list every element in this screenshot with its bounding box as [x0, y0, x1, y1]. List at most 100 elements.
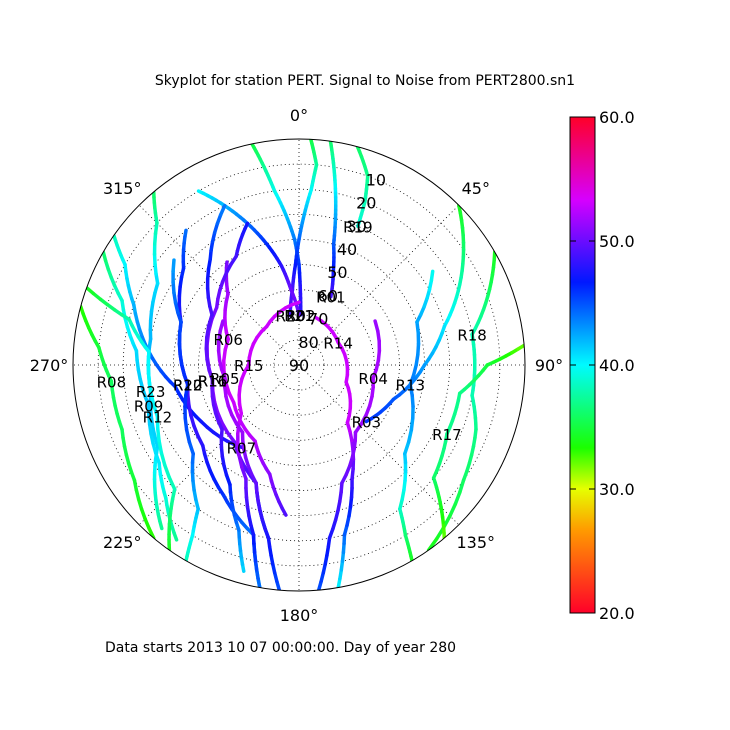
azimuth-label: 225°: [103, 533, 142, 552]
sat-label-r12: R12: [143, 409, 173, 427]
plot-boundary: [72, 138, 526, 592]
track-segment-r22: [187, 403, 193, 418]
track-segment-r10: [171, 258, 176, 274]
elevation-label: 60: [318, 286, 338, 305]
elevation-label: 30: [346, 217, 366, 236]
track-segment-r10: [177, 320, 183, 335]
track-segment-r10: [183, 416, 189, 432]
track-segment-r15: [240, 465, 248, 481]
sat-label-r05: R05: [210, 370, 240, 388]
track-segment-r13: [414, 352, 420, 367]
track-segment-r08: [147, 526, 156, 540]
colorbar-label: 60.0: [599, 108, 635, 127]
azimuth-labels: 0° 45° 90° 135° 180° 225° 270° 315°: [30, 106, 563, 625]
sat-label-r20: R20: [276, 308, 306, 326]
satellite-tracks: [78, 139, 525, 591]
track-segment-r11: [206, 313, 214, 328]
track-segment-r11: [218, 203, 227, 217]
sat-label-r03: R03: [352, 413, 382, 431]
track-segment-r06: [280, 506, 288, 517]
track-segment-r22: [196, 434, 205, 448]
track-segment-r23: [153, 221, 159, 236]
track-segment-r11: [205, 324, 211, 340]
track-segment-r16: [215, 410, 224, 425]
track-segment-r15: [236, 442, 241, 458]
track-segment-r13: [406, 428, 414, 444]
track-segment-r10: [178, 352, 184, 367]
track-segment-r12: [167, 475, 177, 492]
elevation-label: 80: [298, 333, 318, 352]
track-segment-r14: [314, 316, 323, 323]
colorbar-label: 40.0: [599, 356, 635, 375]
track-segment-r05: [218, 319, 225, 333]
track-segment-r12: [149, 393, 156, 408]
sat-label-r10: R10: [173, 377, 203, 395]
track-segment-r06: [222, 348, 227, 363]
sat-label-r21: R21: [284, 307, 314, 325]
track-segment-r13: [408, 382, 414, 398]
sat-label-r22: R22: [173, 377, 203, 395]
azimuth-label: 270°: [30, 356, 69, 375]
track-segment-r22: [192, 423, 200, 438]
sat-label-r02: R02: [286, 307, 316, 325]
elevation-ring: [273, 339, 325, 391]
sat-label-r18: R18: [457, 326, 487, 344]
elevation-label: 20: [356, 194, 376, 213]
sat-label-r13: R13: [396, 377, 426, 395]
elevation-label: 10: [366, 170, 386, 189]
azimuth-label: 315°: [103, 179, 142, 198]
track-segment-r10: [183, 393, 188, 409]
sat-label-r14: R14: [323, 334, 353, 352]
sat-label-r17: R17: [432, 426, 462, 444]
track-segment-r03: [364, 416, 373, 424]
elevation-label: 70: [308, 310, 328, 329]
azimuth-spoke: [138, 204, 300, 366]
chart-footer: Data starts 2013 10 07 00:00:00. Day of …: [105, 640, 456, 656]
track-segment-r12: [84, 285, 96, 296]
track-segment-r13: [416, 342, 421, 357]
sat-label-r11: R11: [198, 372, 228, 390]
track-segment-r13: [409, 416, 415, 432]
sat-label-r06: R06: [213, 331, 243, 349]
azimuth-label: 90°: [535, 356, 563, 375]
sat-label-r16: R16: [198, 372, 228, 390]
track-segment-r06: [227, 391, 236, 405]
satellite-labels: R19R02R01R20R21R03R18R07R08R06R22R16R15R…: [97, 218, 487, 457]
elevation-label: 90: [289, 356, 309, 375]
colorbar-label: 30.0: [599, 480, 635, 499]
track-segment-r04: [373, 319, 380, 333]
track-segment-r18: [453, 490, 462, 506]
azimuth-spoke: [298, 204, 460, 366]
sat-label-r09: R09: [134, 397, 164, 415]
track-segment-r11: [205, 357, 211, 372]
elevation-label: 40: [337, 240, 357, 259]
track-segment-r11: [207, 368, 215, 383]
track-segment-r18: [458, 478, 466, 494]
track-segment-r21: [296, 308, 301, 317]
track-segment-r12: [159, 450, 167, 467]
track-segment-r12: [152, 404, 160, 419]
track-segment-r01: [329, 290, 334, 299]
elevation-ring: [147, 213, 451, 517]
azimuth-label: 180°: [280, 606, 319, 625]
sat-label-r15: R15: [234, 357, 264, 375]
track-segment-r18: [426, 537, 439, 552]
track-segment-r09: [101, 250, 108, 263]
sat-label-r23: R23: [136, 383, 166, 401]
sat-label-r19: R19: [343, 218, 373, 236]
elevation-label: 50: [327, 263, 347, 282]
track-segment-r13: [410, 393, 415, 409]
track-segment-r12: [157, 438, 164, 455]
track-segment-r12: [162, 463, 171, 479]
track-segment-r10: [184, 382, 190, 398]
azimuth-spoke: [298, 364, 460, 526]
track-segment-r10: [177, 342, 182, 357]
track-segment-r19: [356, 220, 361, 229]
sat-label-r04: R04: [358, 370, 388, 388]
track-segment-r12: [147, 382, 154, 398]
sat-label-r07: R07: [227, 439, 257, 457]
track-segment-r12: [146, 350, 151, 365]
sat-label-r01: R01: [316, 289, 346, 307]
track-segment-r13: [415, 320, 421, 335]
